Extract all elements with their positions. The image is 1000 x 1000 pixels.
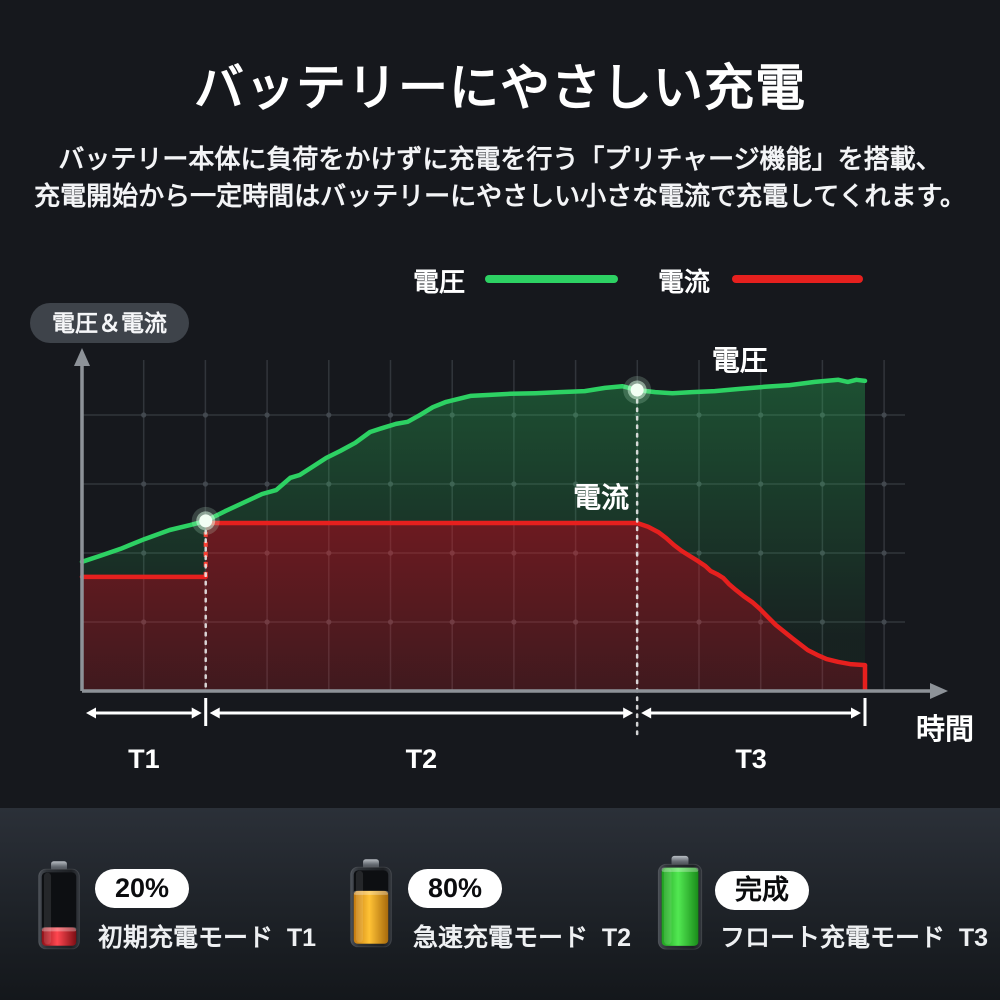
battery-low-icon xyxy=(38,861,80,950)
legend-voltage-label: 電圧 xyxy=(413,267,466,297)
svg-text:T1: T1 xyxy=(128,744,160,774)
charging-modes-panel: 20% 初期充電モード T1 80% 急速充電モード T2 完成 xyxy=(0,808,1000,1000)
mode-badge-2: 80% xyxy=(408,869,503,908)
mode-badge-3: 完成 xyxy=(715,871,809,910)
svg-text:時間: 時間 xyxy=(916,713,974,746)
page-subtitle-line2: 充電開始から一定時間はバッテリーにやさしい小さな電流で充電してくれます。 xyxy=(34,181,966,211)
mode-label-3: フロート充電モード T3 xyxy=(720,924,989,952)
y-axis-badge: 電圧＆電流 xyxy=(30,303,189,343)
page-title: バッテリーにやさしい充電 xyxy=(194,60,806,116)
svg-text:電圧: 電圧 xyxy=(712,345,768,376)
mode-label-1: 初期充電モード T1 xyxy=(98,924,317,952)
svg-text:電流: 電流 xyxy=(573,482,629,513)
page-subtitle-line1: バッテリー本体に負荷をかけずに充電を行う「プリチャージ機能」を搭載、 xyxy=(58,144,942,174)
mode-label-2: 急速充電モード T2 xyxy=(413,924,632,952)
mode-badge-1: 20% xyxy=(95,869,190,908)
legend-current-swatch xyxy=(732,275,863,283)
legend-voltage-swatch xyxy=(485,275,618,283)
battery-full-icon xyxy=(657,855,703,950)
svg-text:T3: T3 xyxy=(735,744,767,774)
legend-current-label: 電流 xyxy=(658,267,711,297)
battery-medium-icon xyxy=(350,859,392,948)
svg-text:T2: T2 xyxy=(406,744,438,774)
